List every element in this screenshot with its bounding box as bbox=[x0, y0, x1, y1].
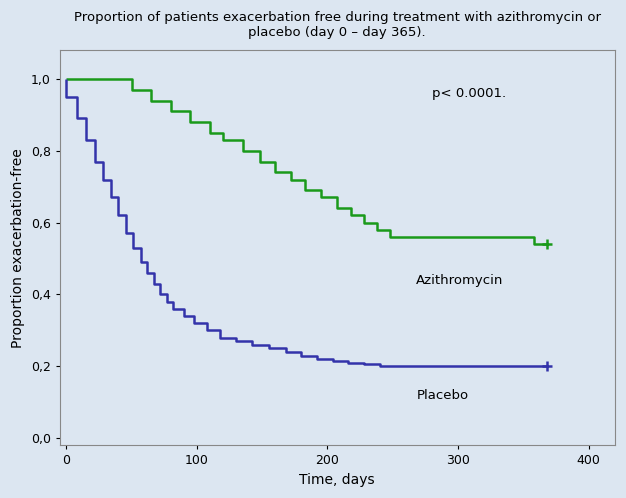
Text: p< 0.0001.: p< 0.0001. bbox=[432, 87, 506, 100]
X-axis label: Time, days: Time, days bbox=[299, 473, 375, 487]
Title: Proportion of patients exacerbation free during treatment with azithromycin or
p: Proportion of patients exacerbation free… bbox=[74, 11, 601, 39]
Y-axis label: Proportion exacerbation-free: Proportion exacerbation-free bbox=[11, 148, 25, 348]
Text: Placebo: Placebo bbox=[416, 388, 468, 401]
Text: Azithromycin: Azithromycin bbox=[416, 274, 504, 287]
